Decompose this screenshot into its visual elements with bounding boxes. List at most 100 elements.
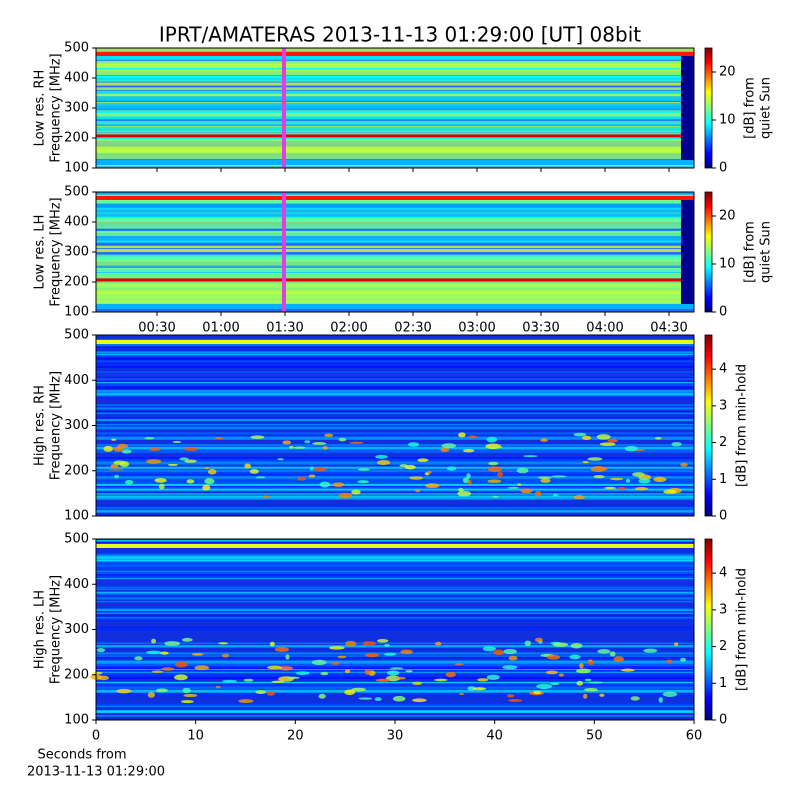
spectrogram-band	[96, 245, 694, 248]
spectrogram-burst	[364, 669, 371, 675]
spectrogram-burst	[576, 680, 584, 686]
spectrogram-burst	[462, 477, 469, 484]
spectrogram-band	[96, 466, 694, 469]
spectrogram-band	[96, 404, 694, 407]
spectrogram-burst	[508, 655, 518, 661]
spectrogram-band	[96, 69, 694, 76]
spectrogram-band	[96, 371, 694, 373]
spectrogram-band	[96, 553, 694, 555]
y-tick-label: 100	[64, 713, 89, 728]
spectrogram-band	[96, 432, 694, 435]
spectrogram-band	[96, 266, 694, 268]
spectrogram-burst	[607, 438, 618, 443]
spectrogram-burst	[584, 687, 598, 692]
spectrogram-band	[96, 378, 694, 380]
spectrogram-band	[96, 48, 694, 52]
colorbar-tick-label: 20	[719, 209, 736, 224]
spectrogram-band	[96, 424, 694, 427]
spectrogram-band	[96, 544, 694, 548]
colorbar-tick-label: 10	[719, 257, 736, 272]
spectrogram-burst	[148, 447, 161, 451]
spectrogram-band	[96, 120, 694, 127]
spectrogram-band	[96, 573, 694, 576]
spectrogram-burst	[553, 493, 558, 497]
colorbar	[704, 47, 713, 169]
spectrogram-burst	[182, 687, 191, 694]
spectrogram-band	[96, 581, 694, 583]
spectrogram-burst	[111, 438, 117, 441]
spectrogram-band	[96, 406, 694, 409]
colorbar-label: [dB] from min-hold	[735, 568, 750, 691]
spectrogram-burst	[584, 678, 592, 682]
spectrogram-band	[96, 283, 694, 304]
spectrogram-burst	[552, 642, 569, 647]
spectrogram-burst	[498, 446, 503, 449]
spectrogram-burst	[384, 644, 391, 647]
spectrogram-burst	[214, 436, 224, 440]
spectrogram-burst	[318, 693, 326, 699]
spectrogram-band	[96, 389, 694, 393]
colorbar-label: quiet Sun	[759, 77, 774, 139]
y-tick-label: 200	[64, 275, 89, 290]
spectrogram-burst	[330, 662, 340, 665]
spectrogram-burst	[417, 458, 429, 462]
spectrogram-band	[96, 365, 694, 369]
spectrogram-burst	[344, 669, 351, 674]
spectrogram-band	[96, 493, 694, 495]
x-tick-label: 03:30	[522, 321, 559, 336]
y-tick-label: 400	[64, 215, 89, 230]
spectrogram-burst	[487, 466, 503, 473]
spectrogram-burst	[158, 483, 165, 490]
spectrogram-burst	[507, 486, 520, 489]
time-marker	[282, 192, 286, 312]
spectrogram-band	[96, 63, 694, 68]
spectrogram-burst	[238, 699, 254, 704]
spectrogram-burst	[184, 459, 197, 463]
spectrogram-burst	[244, 463, 251, 469]
spectrogram-band	[96, 665, 694, 669]
spectrogram-band	[96, 461, 694, 465]
colorbar-tick-label: 1	[719, 676, 727, 691]
y-axis-label: Frequency [MHz]	[49, 197, 64, 306]
spectrogram-burst	[597, 649, 611, 654]
x-tick-label: 30	[387, 729, 404, 744]
spectrogram-burst	[517, 483, 522, 486]
spectrogram-burst	[274, 647, 289, 652]
spectrogram-burst	[409, 476, 424, 480]
spectrogram-burst	[558, 673, 565, 677]
spectrogram-band	[96, 163, 694, 167]
spectrogram-burst	[486, 674, 500, 680]
spectrogram-burst	[486, 436, 498, 443]
spectrogram-band	[96, 446, 694, 450]
spectrogram-burst	[540, 478, 551, 483]
y-tick-label: 100	[64, 305, 89, 320]
spectrogram-burst	[434, 678, 448, 682]
x-tick-label: 03:00	[458, 321, 495, 336]
colorbar-tick-label: 0	[719, 509, 727, 524]
spectrogram-band	[96, 484, 694, 486]
spectrogram-band	[96, 484, 694, 488]
spectrogram-burst	[358, 697, 373, 700]
spectrogram-band	[96, 363, 694, 367]
spectrogram-burst	[396, 676, 406, 680]
y-axis-label: Frequency [MHz]	[49, 575, 64, 684]
spectrogram-burst	[680, 462, 688, 467]
y-tick-label: 500	[64, 185, 89, 200]
spectrogram-band	[96, 539, 694, 542]
spectrogram-burst	[582, 460, 589, 464]
spectrogram-band	[96, 507, 694, 511]
spectrogram-band	[96, 166, 694, 168]
spectrogram-burst	[573, 494, 585, 500]
spectrogram-burst	[534, 637, 543, 643]
x-tick-label: 20	[287, 729, 304, 744]
spectrogram-band	[96, 198, 694, 204]
spectrogram-burst	[588, 681, 603, 684]
spectrogram-burst	[266, 691, 276, 696]
spectrogram-band	[96, 112, 694, 117]
spectrogram-burst	[374, 697, 382, 702]
spectrogram-burst	[362, 641, 376, 646]
spectrogram-burst	[269, 641, 275, 647]
spectrogram-burst	[621, 668, 635, 672]
spectrogram-burst	[472, 687, 487, 691]
spectrogram-band	[96, 418, 694, 421]
